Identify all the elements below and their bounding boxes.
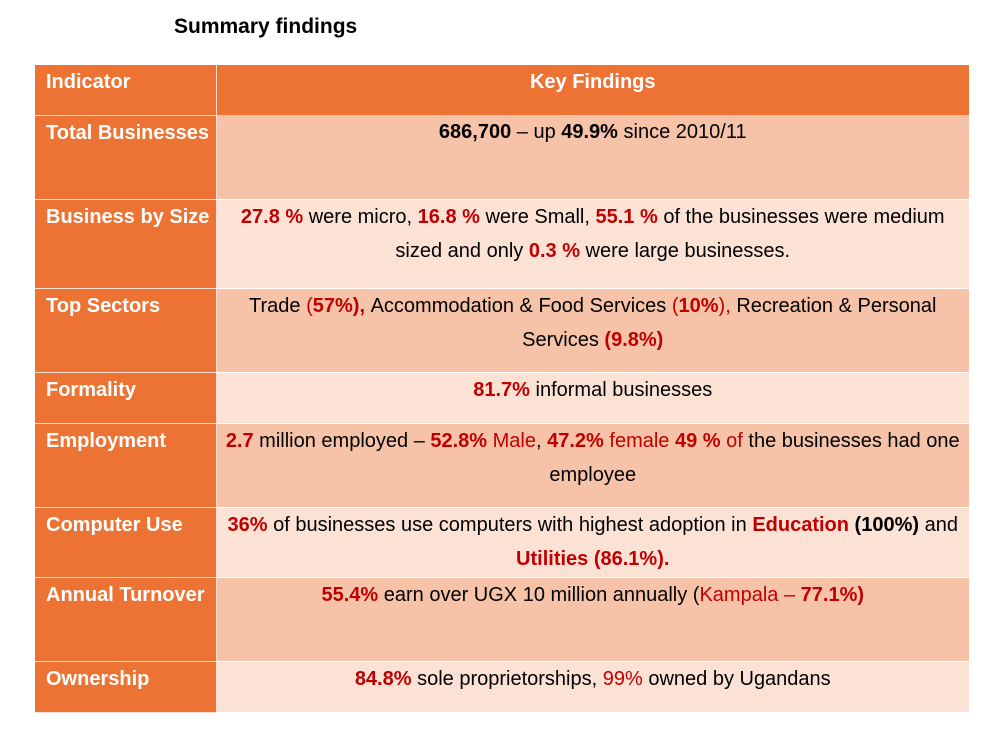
indicator-cell: Employment: [35, 423, 217, 508]
indicator-cell: Computer Use: [35, 507, 217, 578]
findings-cell: 686,700 – up 49.9% since 2010/11: [216, 115, 969, 200]
findings-text: owned by Ugandans: [642, 667, 831, 690]
findings-text: were Small,: [479, 205, 596, 228]
findings-text: Education: [752, 513, 849, 536]
findings-text: 0.3 %: [528, 239, 580, 262]
findings-text: sole proprietorships,: [411, 667, 603, 690]
findings-text: million employed –: [253, 429, 431, 452]
findings-cell: 81.7% informal businesses: [216, 372, 969, 424]
findings-text: ,: [536, 429, 548, 452]
summary-table: Indicator Key Findings Total Businesses 6…: [35, 65, 969, 713]
findings-text: 10%: [678, 294, 719, 317]
findings-cell: 55.4% earn over UGX 10 million annually …: [216, 577, 969, 662]
findings-text: and: [919, 513, 958, 536]
findings-text: of the businesses were medium sized and …: [395, 205, 945, 262]
findings-text: 57%),: [312, 294, 371, 317]
indicator-cell: Business by Size: [35, 199, 217, 289]
findings-cell: 84.8% sole proprietorships, 99% owned by…: [216, 661, 969, 713]
findings-text: 27.8 %: [240, 205, 304, 228]
table-row: Top Sectors Trade (57%), Accommodation & …: [35, 288, 969, 373]
findings-text: 36%: [227, 513, 268, 536]
table-row: Employment 2.7 million employed – 52.8% M…: [35, 423, 969, 508]
table-row: Business by Size 27.8 % were micro, 16.8 …: [35, 199, 969, 289]
findings-text: 55.4%: [321, 583, 379, 606]
findings-text: were micro,: [303, 205, 418, 228]
indicator-cell: Annual Turnover: [35, 577, 217, 662]
findings-cell: 2.7 million employed – 52.8% Male, 47.2%…: [216, 423, 969, 508]
indicator-cell: Total Businesses: [35, 115, 217, 200]
findings-text: (: [306, 294, 313, 317]
findings-text: were large businesses.: [579, 239, 791, 262]
table-row: Formality 81.7% informal businesses: [35, 372, 969, 424]
findings-text: female: [603, 429, 675, 452]
findings-text: 686,700: [438, 121, 512, 143]
findings-text: 2.7: [225, 429, 254, 452]
findings-text: Trade: [249, 294, 307, 317]
indicator-cell: Top Sectors: [35, 288, 217, 373]
findings-text: Recreation & Personal Services: [522, 294, 937, 351]
findings-cell: 36% of businesses use computers with hig…: [216, 507, 969, 578]
findings-text: (9.8%): [604, 328, 664, 351]
findings-text: since 2010/11: [617, 121, 747, 143]
table-row: Computer Use 36% of businesses use comput…: [35, 507, 969, 578]
findings-text: 47.2%: [547, 429, 604, 452]
indicator-cell: Ownership: [35, 661, 217, 713]
table-row: Ownership 84.8% sole proprietorships, 99%…: [35, 661, 969, 713]
findings-text: of businesses use computers with highest…: [267, 513, 753, 536]
findings-text: 99%: [602, 667, 643, 690]
findings-text: Accommodation & Food Services: [370, 294, 672, 317]
findings-text: earn over UGX 10 million annually (: [378, 583, 700, 606]
table-row: Total Businesses 686,700 – up 49.9% since…: [35, 115, 969, 200]
findings-text: 52.8%: [430, 429, 488, 452]
findings-text: informal businesses: [529, 378, 713, 401]
findings-text: ),: [718, 294, 737, 317]
findings-text: 49.9%: [561, 121, 618, 143]
table-row: Annual Turnover 55.4% earn over UGX 10 mi…: [35, 577, 969, 662]
findings-text: Utilities (86.1%).: [516, 547, 670, 570]
findings-text: 49 %: [675, 429, 721, 452]
findings-text: Kampala –: [699, 583, 801, 606]
findings-text: 16.8 %: [417, 205, 480, 228]
findings-text: the businesses had one employee: [549, 429, 960, 486]
findings-text: Male: [487, 429, 536, 452]
table-header-row: Indicator Key Findings: [35, 65, 969, 116]
findings-text: of: [720, 429, 743, 452]
findings-text: 77.1%): [800, 583, 865, 606]
indicator-cell: Formality: [35, 372, 217, 424]
page-title: Summary findings: [174, 15, 358, 38]
findings-text: 84.8%: [354, 667, 412, 690]
header-indicator: Indicator: [35, 65, 217, 116]
findings-text: (100%): [848, 513, 920, 536]
findings-cell: Trade (57%), Accommodation & Food Servic…: [216, 288, 969, 373]
findings-cell: 27.8 % were micro, 16.8 % were Small, 55…: [216, 199, 969, 289]
findings-text: 55.1 %: [595, 205, 658, 228]
findings-text: (: [671, 294, 679, 317]
header-key-findings: Key Findings: [216, 65, 969, 115]
findings-text: 81.7%: [473, 378, 530, 401]
findings-text: – up: [511, 121, 562, 143]
